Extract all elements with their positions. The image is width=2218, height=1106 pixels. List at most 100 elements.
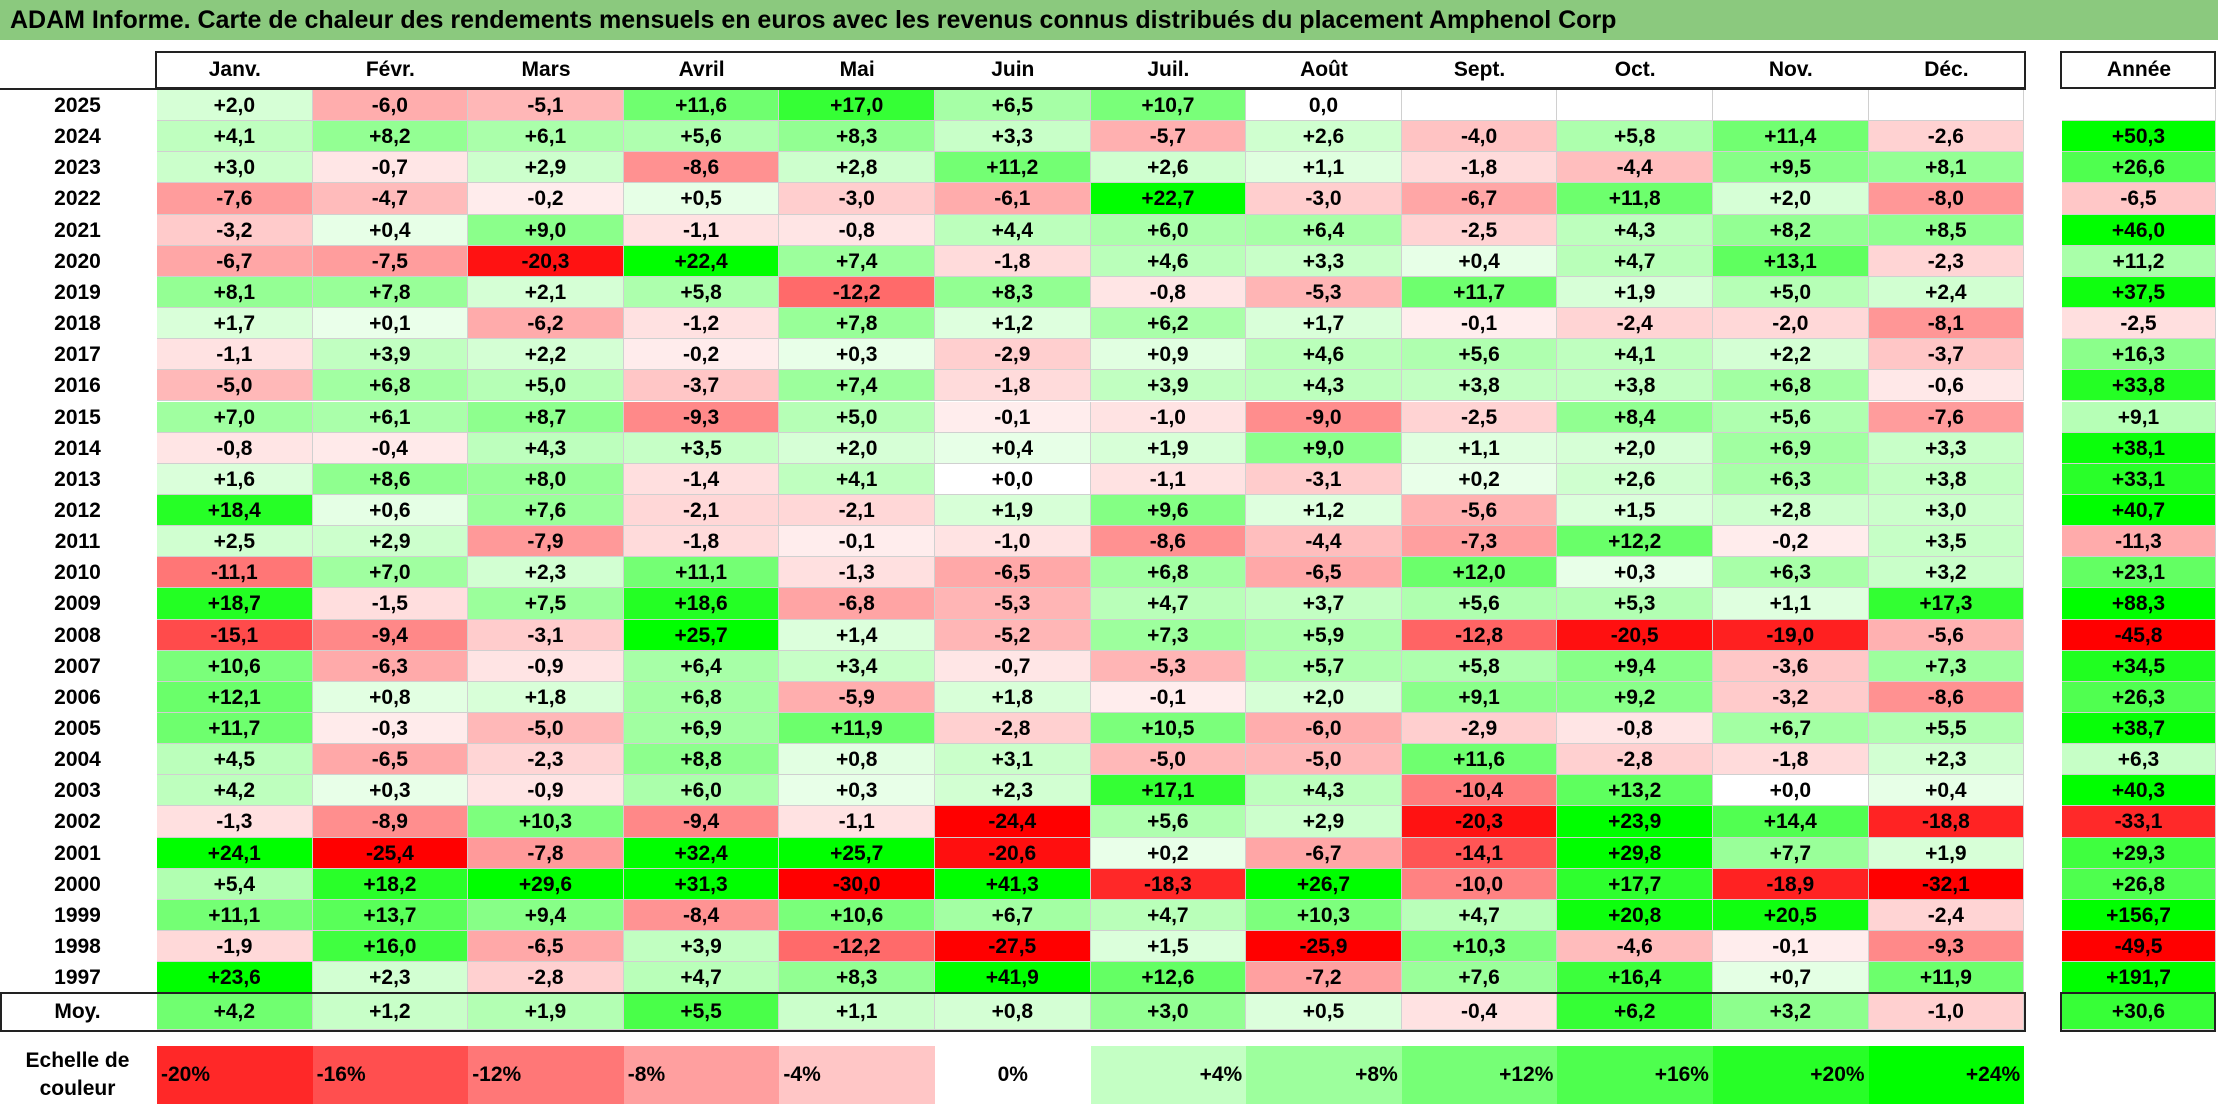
annual-cell: +26,6 xyxy=(2062,152,2216,184)
heatmap-cell: +6,7 xyxy=(935,899,1091,932)
heatmap-cell: +0,8 xyxy=(779,744,935,776)
heatmap-cell: -9,4 xyxy=(312,619,469,651)
heatmap-cell: +9,2 xyxy=(1557,681,1713,713)
heatmap-cell: +13,1 xyxy=(1713,245,1869,277)
annual-header: Année xyxy=(2062,53,2216,87)
heatmap-cell: -1,8 xyxy=(1713,744,1869,776)
heatmap-cell: -3,7 xyxy=(1868,339,2025,371)
heatmap-cell: -3,1 xyxy=(468,619,624,651)
heatmap-cell: -0,1 xyxy=(779,526,935,558)
heatmap-cell: -2,3 xyxy=(1868,245,2025,277)
heatmap-cell: +5,5 xyxy=(1868,713,2025,745)
heatmap-cell: +4,6 xyxy=(1246,339,1402,371)
heatmap-cell: +2,6 xyxy=(1557,463,1713,495)
heatmap-cell: -0,3 xyxy=(312,713,469,745)
heatmap-cell: +4,1 xyxy=(157,121,313,153)
heatmap-cell: +4,7 xyxy=(1401,899,1558,932)
heatmap-cell: +6,8 xyxy=(1090,557,1247,589)
year-label: 2022 xyxy=(0,183,155,215)
heatmap-cell: +20,5 xyxy=(1713,899,1869,932)
heatmap-cell: -2,8 xyxy=(468,962,624,994)
color-scale-step: -16% xyxy=(312,1046,469,1104)
heatmap-cell: -0,1 xyxy=(935,401,1091,433)
year-label: 2023 xyxy=(0,152,155,184)
heatmap-cell: +10,6 xyxy=(157,650,313,682)
heatmap-cell: +4,7 xyxy=(1090,588,1247,620)
heatmap-cell: +5,0 xyxy=(1713,276,1869,309)
heatmap-cell: +9,4 xyxy=(1557,650,1713,682)
heatmap-cell: +11,8 xyxy=(1557,183,1713,215)
heatmap-cell: +1,1 xyxy=(1713,588,1869,620)
heatmap-cell: +4,6 xyxy=(1090,245,1247,277)
heatmap-cell: -1,8 xyxy=(623,526,780,558)
heatmap-cell: -14,1 xyxy=(1401,837,1558,869)
heatmap-cell: +9,0 xyxy=(468,214,624,246)
heatmap-cell: +25,7 xyxy=(779,837,935,869)
heatmap-cell: -6,0 xyxy=(312,90,469,122)
color-scale-label: Echelle de couleur xyxy=(25,1049,130,1100)
heatmap-cell: +3,0 xyxy=(157,152,313,184)
heatmap-cell: +4,3 xyxy=(468,432,624,464)
heatmap-cell: +0,2 xyxy=(1090,837,1247,869)
annual-cell: -45,8 xyxy=(2062,619,2216,651)
heatmap-cell: +7,0 xyxy=(157,401,313,433)
color-scale-step: -4% xyxy=(779,1046,935,1104)
heatmap-cell: +1,1 xyxy=(1401,432,1558,464)
heatmap-cell: -25,4 xyxy=(312,837,469,869)
heatmap-cell: -12,2 xyxy=(779,931,935,963)
heatmap-cell: -11,1 xyxy=(157,557,313,589)
heatmap-cell: +8,2 xyxy=(1713,214,1869,246)
heatmap-cell: +11,2 xyxy=(935,152,1091,184)
heatmap-cell: +8,2 xyxy=(312,121,469,153)
heatmap-cell: +9,1 xyxy=(1401,681,1558,713)
heatmap-cell: -0,2 xyxy=(623,339,780,371)
annual-cell: +6,3 xyxy=(2062,744,2216,776)
heatmap-cell: -5,2 xyxy=(935,619,1091,651)
heatmap-cell: -10,4 xyxy=(1401,775,1558,807)
heatmap-cell: +4,7 xyxy=(1557,245,1713,277)
year-label: 2024 xyxy=(0,121,155,153)
heatmap-cell: +2,6 xyxy=(1090,152,1247,184)
heatmap-cell: -1,1 xyxy=(623,214,780,246)
heatmap-cell: -0,8 xyxy=(1090,276,1247,309)
heatmap-cell: +1,6 xyxy=(157,463,313,495)
heatmap-cell: -8,1 xyxy=(1868,308,2025,340)
month-header: Févr. xyxy=(312,53,469,87)
heatmap-cell xyxy=(1557,90,1713,122)
heatmap-cell: +2,2 xyxy=(1713,339,1869,371)
heatmap-cell: +11,4 xyxy=(1713,121,1869,153)
heatmap-cell: -9,4 xyxy=(623,806,780,838)
heatmap-cell: -6,5 xyxy=(468,931,624,963)
annual-cell: +34,5 xyxy=(2062,650,2216,682)
heatmap-cell: -1,5 xyxy=(312,588,469,620)
heatmap-cell: -9,3 xyxy=(623,401,780,433)
heatmap-cell: +4,1 xyxy=(1557,339,1713,371)
year-label: 2010 xyxy=(0,557,155,589)
heatmap-cell: +2,0 xyxy=(1557,432,1713,464)
heatmap-cell: -4,4 xyxy=(1557,152,1713,184)
heatmap-cell: +12,2 xyxy=(1557,526,1713,558)
heatmap-cell: +12,1 xyxy=(157,681,313,713)
year-label: 1999 xyxy=(0,899,155,932)
annual-cell: +46,0 xyxy=(2062,214,2216,246)
month-header: Août xyxy=(1246,53,1402,87)
heatmap-cell: +7,0 xyxy=(312,557,469,589)
color-scale-step: +4% xyxy=(1090,1046,1247,1104)
heatmap-cell: +10,3 xyxy=(1401,931,1558,963)
heatmap-cell: +1,2 xyxy=(935,308,1091,340)
annual-cell: +11,2 xyxy=(2062,245,2216,277)
heatmap-cell: +41,9 xyxy=(935,962,1091,994)
heatmap-cell: +0,0 xyxy=(935,463,1091,495)
heatmap-cell: -1,8 xyxy=(1401,152,1558,184)
annual-cell: -11,3 xyxy=(2062,526,2216,558)
heatmap-cell: +3,3 xyxy=(935,121,1091,153)
heatmap-cell: -8,4 xyxy=(623,899,780,932)
heatmap-cell: +3,8 xyxy=(1401,370,1558,402)
color-scale-step: +16% xyxy=(1557,1046,1713,1104)
heatmap-cell: -2,5 xyxy=(1401,401,1558,433)
heatmap-cell: -2,9 xyxy=(1401,713,1558,745)
annual-cell: +40,3 xyxy=(2062,775,2216,807)
heatmap-cell: +4,4 xyxy=(935,214,1091,246)
heatmap-cell: -18,8 xyxy=(1868,806,2025,838)
heatmap-cell: +6,5 xyxy=(935,90,1091,122)
